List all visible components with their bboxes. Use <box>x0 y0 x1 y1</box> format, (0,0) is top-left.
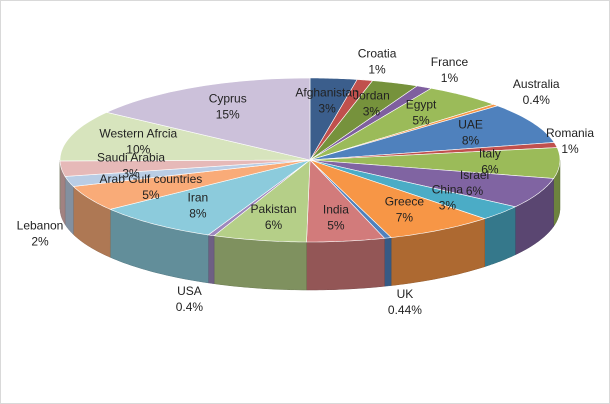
slice-label: Lebanon <box>17 218 64 232</box>
pie-slice <box>309 146 561 179</box>
value-label: 7% <box>396 210 414 224</box>
pie-slice <box>309 141 558 161</box>
value-label: 8% <box>462 133 480 147</box>
slice-label: China <box>432 182 464 196</box>
value-label: 6% <box>466 184 484 198</box>
pie-slice <box>309 85 433 161</box>
pie-slice <box>109 159 311 236</box>
slice-label: Israel <box>460 168 489 182</box>
pie-side <box>213 235 307 291</box>
pie-side <box>208 234 215 284</box>
pie-slice <box>106 77 311 161</box>
slice-label: Iran <box>188 190 209 204</box>
pie-slice <box>72 159 311 210</box>
slice-label: UK <box>397 287 414 301</box>
pie-slice <box>64 159 311 187</box>
slice-label: Romania <box>546 126 594 140</box>
value-label: 3% <box>439 198 457 212</box>
pie-slice <box>309 159 555 208</box>
value-label: 15% <box>216 108 240 122</box>
value-label: 5% <box>327 219 345 233</box>
slice-label: Jordan <box>353 89 390 103</box>
value-label: 0.4% <box>523 93 551 107</box>
pie-slice <box>213 159 311 243</box>
slice-label: Egypt <box>406 98 437 112</box>
value-label: 1% <box>561 142 579 156</box>
pie-slice <box>309 159 486 238</box>
pie-slice <box>309 87 495 161</box>
pie-slice <box>309 159 392 239</box>
slice-label: Saudi Arabia <box>97 150 165 164</box>
value-label: 0.44% <box>388 303 422 317</box>
slice-label: Italy <box>479 146 501 160</box>
value-label: 1% <box>368 63 386 77</box>
pie-side <box>384 236 392 287</box>
slice-label: USA <box>177 284 202 298</box>
pie-slice <box>59 111 311 162</box>
pie-slice <box>59 159 311 177</box>
slice-label: Australia <box>513 77 560 91</box>
slice-label: Western Afrcia <box>99 126 177 140</box>
value-label: 8% <box>189 206 207 220</box>
slice-label: Cyprus <box>209 92 247 106</box>
value-label: 2% <box>31 234 49 248</box>
pie-slice <box>309 103 499 161</box>
value-label: 3% <box>363 105 381 119</box>
slice-label: India <box>323 203 349 217</box>
value-label: 10% <box>126 142 150 156</box>
pie-side <box>306 238 385 291</box>
slice-label: UAE <box>458 117 483 131</box>
value-label: 3% <box>122 166 140 180</box>
pie-slice <box>309 80 418 161</box>
value-label: 1% <box>441 71 459 85</box>
slice-label: France <box>431 55 469 69</box>
value-label: 5% <box>142 188 160 202</box>
slice-label: Greece <box>385 194 425 208</box>
slice-label: Pakistan <box>251 202 297 216</box>
value-label: 0.4% <box>176 300 204 314</box>
value-label: 6% <box>265 218 283 232</box>
value-label: 6% <box>481 162 499 176</box>
pie-slice <box>306 159 385 243</box>
slice-label: Croatia <box>358 47 397 61</box>
pie-slice <box>309 105 555 161</box>
value-label: 3% <box>318 101 336 115</box>
value-label: 5% <box>412 114 430 128</box>
slice-label: Arab Gulf countries <box>100 172 203 186</box>
slice-label: Afghanistan <box>295 85 358 99</box>
pie-slice <box>309 159 516 220</box>
